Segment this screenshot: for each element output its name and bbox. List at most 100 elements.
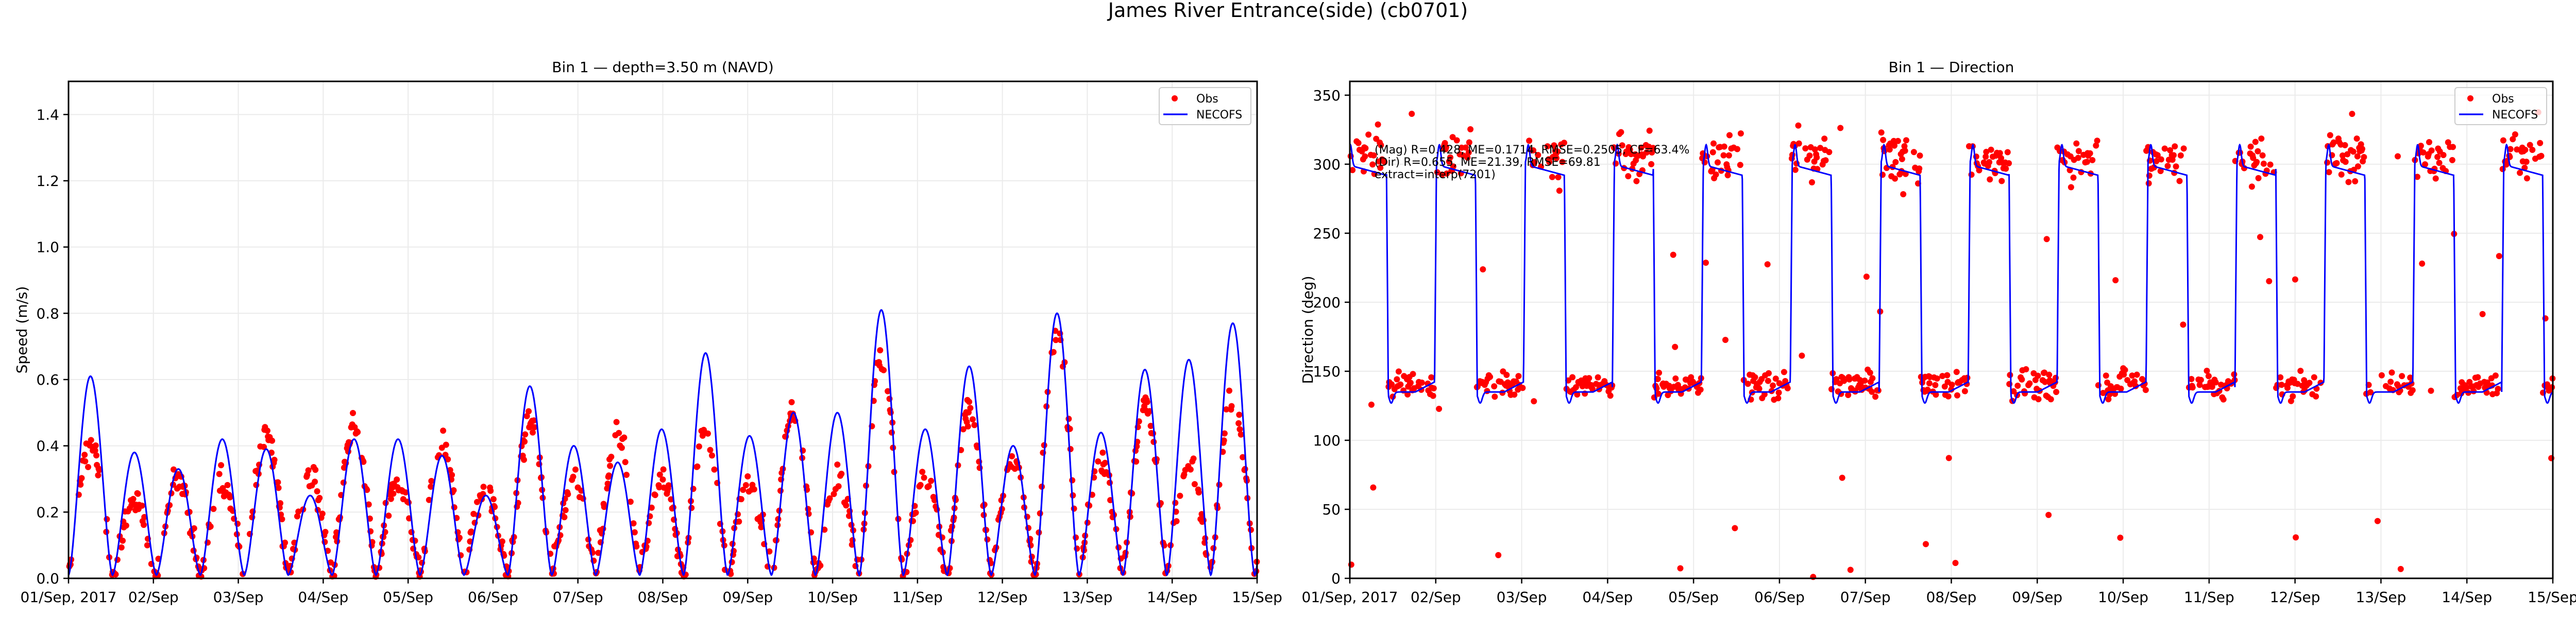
obs-point [1737,162,1743,168]
obs-point [2327,132,2333,139]
obs-point [1720,152,1727,159]
obs-point [2496,253,2502,260]
obs-point [2133,371,2140,378]
obs-point [521,438,528,445]
obs-point [788,399,795,405]
obs-point [665,482,672,489]
obs-point [1941,383,1948,390]
obs-point [1559,159,1566,165]
obs-point [522,431,529,438]
obs-point [1492,393,1498,400]
obs-point [1683,376,1689,383]
obs-point [1221,430,1228,437]
obs-point [2139,376,2145,383]
obs-point [707,447,714,453]
obs-point [1410,371,1416,377]
obs-point [1191,481,1198,488]
obs-point [2436,160,2443,166]
obs-point [1766,370,1772,376]
obs-point [2466,379,2473,385]
obs-point [1799,352,1805,359]
obs-point [81,452,88,458]
obs-point [928,477,935,484]
obs-point [1987,176,1993,183]
obs-point [1894,138,1901,144]
obs-point [2290,393,2296,400]
obs-point [499,538,505,545]
obs-point [2333,160,2340,166]
obs-point [964,423,971,430]
speed-x-ticks: 01/Sep, 2017 02/Sep 03/Sep 04/Sep 05/Sep 06/S… [21,578,1282,606]
y-tick-label: 1.4 [36,106,59,123]
obs-point [1150,430,1157,437]
obs-point [1964,374,1971,381]
obs-point [660,466,667,473]
obs-point [1654,375,1661,382]
obs-point [2463,384,2470,391]
stats-dir-line: (Dir) R=0.655, ME=21.39, RMSE=69.81 [1375,156,1601,169]
obs-point [1880,136,1887,143]
obs-point [2129,372,2136,379]
obs-point [1388,381,1395,388]
obs-point [1986,159,1993,165]
obs-point [2180,321,2187,328]
obs-point [2142,387,2149,393]
obs-point [652,492,658,499]
obs-point [2367,389,2374,396]
obs-point [877,347,884,354]
obs-point [470,510,477,517]
obs-point [1586,375,1592,382]
obs-point [2475,374,2481,381]
speed-chart-title: Bin 1 — depth=3.50 m (NAVD) [552,59,774,76]
x-tick-label: 07/Sep [1840,589,1891,606]
obs-point [1900,191,1907,198]
obs-point [480,484,487,490]
obs-point [2259,152,2266,159]
obs-point [1150,439,1157,445]
obs-point [2549,384,2555,390]
obs-point [224,482,231,488]
obs-point [1732,525,1738,531]
obs-point [1715,159,1721,166]
obs-point [2084,159,2090,165]
obs-point [1395,368,1402,375]
obs-point [2041,369,2048,376]
obs-point [2117,385,2124,392]
obs-point [1228,403,1235,409]
obs-point [1146,408,1153,415]
obs-point [1996,150,2003,157]
obs-point [1569,374,1576,381]
obs-point [1841,377,1848,384]
obs-point [2105,396,2112,403]
obs-point [2196,382,2203,388]
obs-point [1910,149,1917,156]
obs-point [659,476,666,483]
obs-point [130,495,137,502]
obs-point [2420,149,2427,156]
obs-point [1845,392,1852,398]
speed-legend-obs-marker [1172,95,1178,101]
obs-point [1756,385,1762,392]
y-tick-label: 250 [1313,225,1341,242]
obs-point [758,524,765,530]
x-tick-label: 06/Sep [1754,589,1805,606]
obs-point [2417,143,2424,149]
obs-point [1677,565,1684,572]
speed-y-ticks: 0.0 0.2 0.4 0.6 0.8 1.0 1.2 1.4 [36,106,69,587]
direction-necofs-line [1349,143,2553,404]
obs-point [294,513,300,520]
x-tick-label: 01/Sep, 2017 [1302,589,1398,606]
obs-point [931,497,938,504]
obs-point [1863,273,1870,280]
obs-point [1775,395,1782,402]
obs-point [2167,147,2174,153]
obs-point [742,482,749,488]
obs-point [1646,127,1653,134]
obs-point [1744,381,1751,387]
obs-point [1375,121,1381,128]
obs-point [1847,566,1854,573]
y-tick-label: 200 [1313,294,1341,311]
obs-point [2432,175,2439,182]
obs-point [2035,372,2041,379]
x-tick-label: 10/Sep [2098,589,2148,606]
